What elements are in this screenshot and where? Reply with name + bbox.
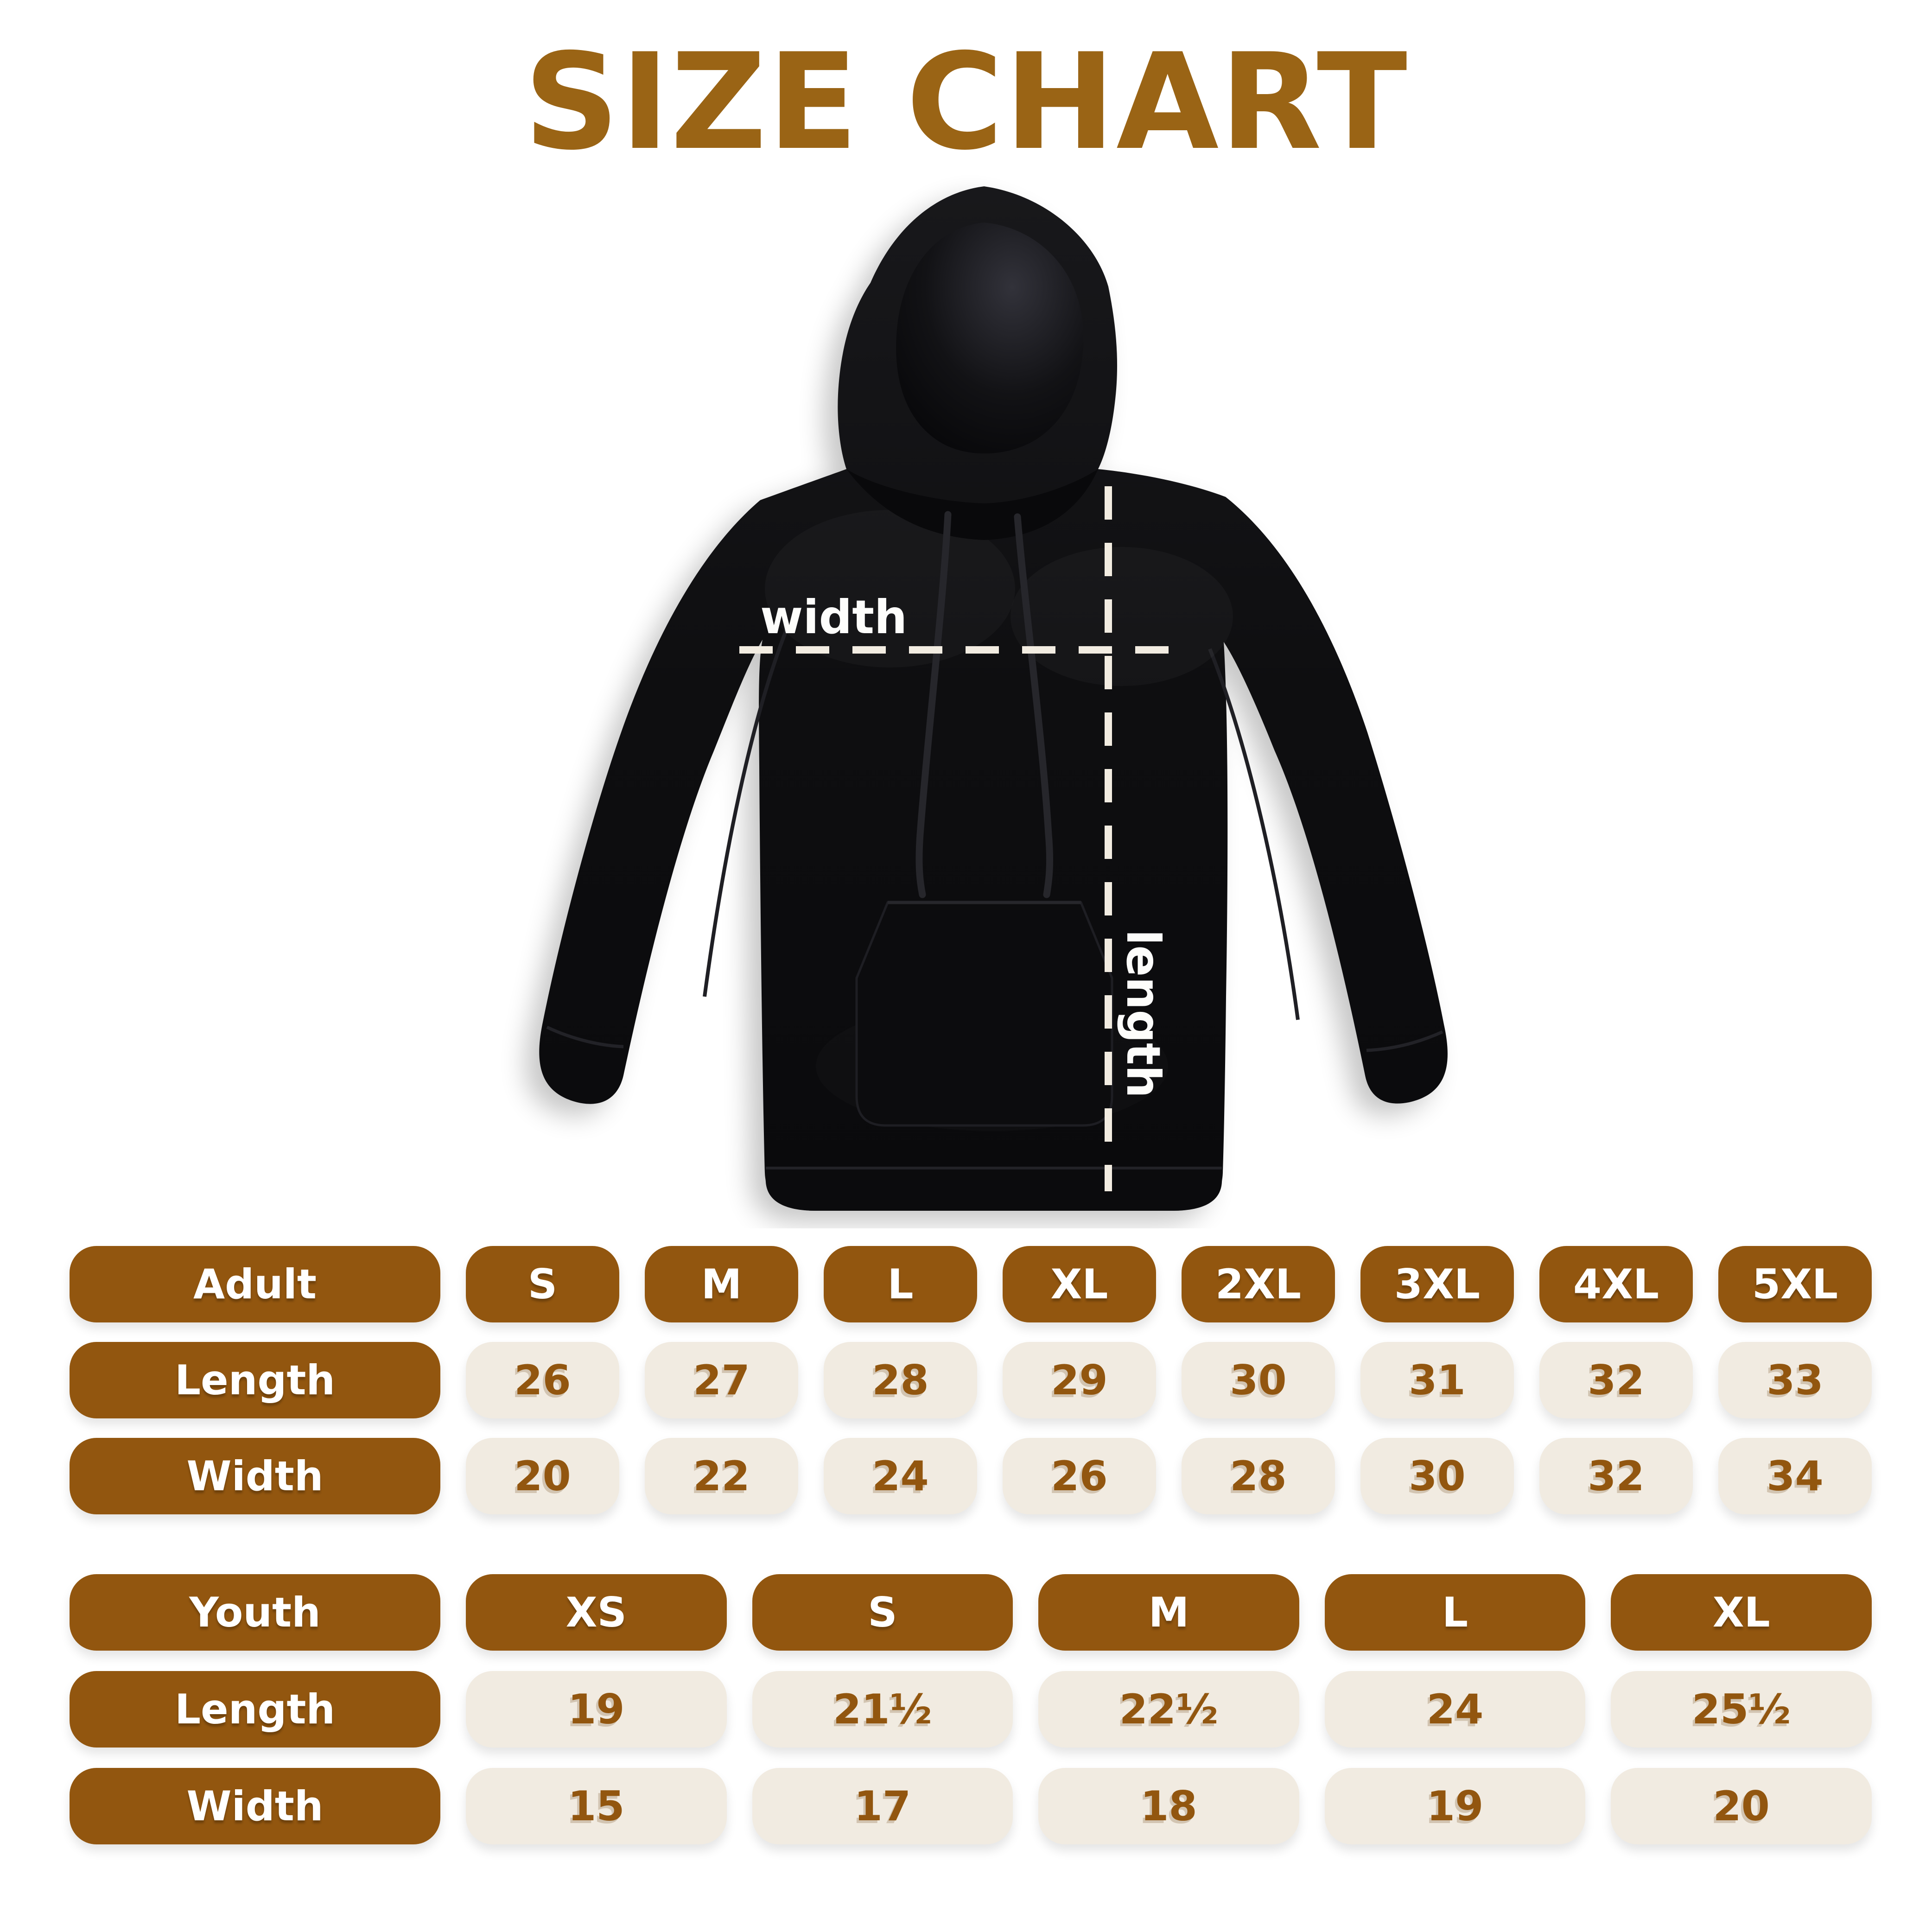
value-cell: 21½ [752, 1671, 1013, 1748]
size-cell: M [645, 1246, 798, 1322]
page-title: SIZE CHART [524, 25, 1408, 179]
value-cell: 28 [824, 1342, 977, 1418]
size-cell: 4XL [1539, 1246, 1693, 1322]
right-sleeve-fold [1208, 648, 1300, 1020]
row-label-width: Width [70, 1438, 440, 1514]
value-cell: 32 [1539, 1438, 1693, 1514]
value-cell: 30 [1360, 1438, 1514, 1514]
left-sleeve-fold [703, 625, 790, 997]
collar-shading [846, 469, 1098, 540]
size-cell: S [466, 1246, 619, 1322]
youth-header-row: Youth XS S M L XL [70, 1574, 1872, 1651]
value-cell: 31 [1360, 1342, 1514, 1418]
value-cell: 34 [1718, 1438, 1872, 1514]
left-cuff-seam [546, 1025, 624, 1049]
left-drawstring [915, 511, 952, 898]
value-cell: 30 [1182, 1342, 1335, 1418]
hood-opening [896, 222, 1084, 454]
hoodie-illustration: width length [525, 186, 1448, 1223]
size-cell: 5XL [1718, 1246, 1872, 1322]
youth-size-table: Youth XS S M L XL Length 19 21½ 22½ 24 2… [70, 1574, 1872, 1865]
value-cell: 15 [466, 1768, 727, 1844]
size-cell: XS [466, 1574, 727, 1651]
youth-length-row: Length 19 21½ 22½ 24 25½ [70, 1671, 1872, 1748]
value-cell: 32 [1539, 1342, 1693, 1418]
value-cell: 20 [466, 1438, 619, 1514]
value-cell: 22½ [1038, 1671, 1299, 1748]
size-cell: XL [1611, 1574, 1872, 1651]
value-cell: 19 [1324, 1768, 1586, 1844]
value-cell: 28 [1182, 1438, 1335, 1514]
row-label-width: Width [70, 1768, 440, 1844]
value-cell: 25½ [1611, 1671, 1872, 1748]
right-drawstring [1014, 513, 1054, 898]
size-cell: 3XL [1360, 1246, 1514, 1322]
row-label-length: Length [70, 1671, 440, 1748]
kangaroo-pocket [855, 901, 1113, 1127]
value-cell: 22 [645, 1438, 798, 1514]
value-cell: 19 [466, 1671, 727, 1748]
size-cell: XL [1003, 1246, 1156, 1322]
hoodie-diagram: width length [464, 162, 1530, 1228]
row-label-length: Length [70, 1342, 440, 1418]
right-cuff-seam [1366, 1030, 1443, 1052]
size-cell: 2XL [1182, 1246, 1335, 1322]
value-cell: 33 [1718, 1342, 1872, 1418]
adult-size-table: Adult S M L XL 2XL 3XL 4XL 5XL Length 26… [70, 1246, 1872, 1534]
value-cell: 26 [1003, 1438, 1156, 1514]
adult-header-row: Adult S M L XL 2XL 3XL 4XL 5XL [70, 1246, 1872, 1322]
value-cell: 24 [824, 1438, 977, 1514]
value-cell: 27 [645, 1342, 798, 1418]
value-cell: 20 [1611, 1768, 1872, 1844]
length-measure-label: length [1116, 929, 1170, 1098]
size-cell: L [824, 1246, 977, 1322]
fabric-highlight [1010, 547, 1233, 686]
value-cell: 18 [1038, 1768, 1299, 1844]
value-cell: 24 [1324, 1671, 1586, 1748]
size-cell: L [1324, 1574, 1586, 1651]
value-cell: 26 [466, 1342, 619, 1418]
youth-width-row: Width 15 17 18 19 20 [70, 1768, 1872, 1844]
width-measure-label: width [760, 590, 907, 644]
hem-band [765, 1166, 1223, 1211]
size-cell: S [752, 1574, 1013, 1651]
adult-width-row: Width 20 22 24 26 28 30 32 34 [70, 1438, 1872, 1514]
value-cell: 17 [752, 1768, 1013, 1844]
adult-length-row: Length 26 27 28 29 30 31 32 33 [70, 1342, 1872, 1418]
row-label-youth: Youth [70, 1574, 440, 1651]
size-cell: M [1038, 1574, 1299, 1651]
value-cell: 29 [1003, 1342, 1156, 1418]
row-label-adult: Adult [70, 1246, 440, 1322]
